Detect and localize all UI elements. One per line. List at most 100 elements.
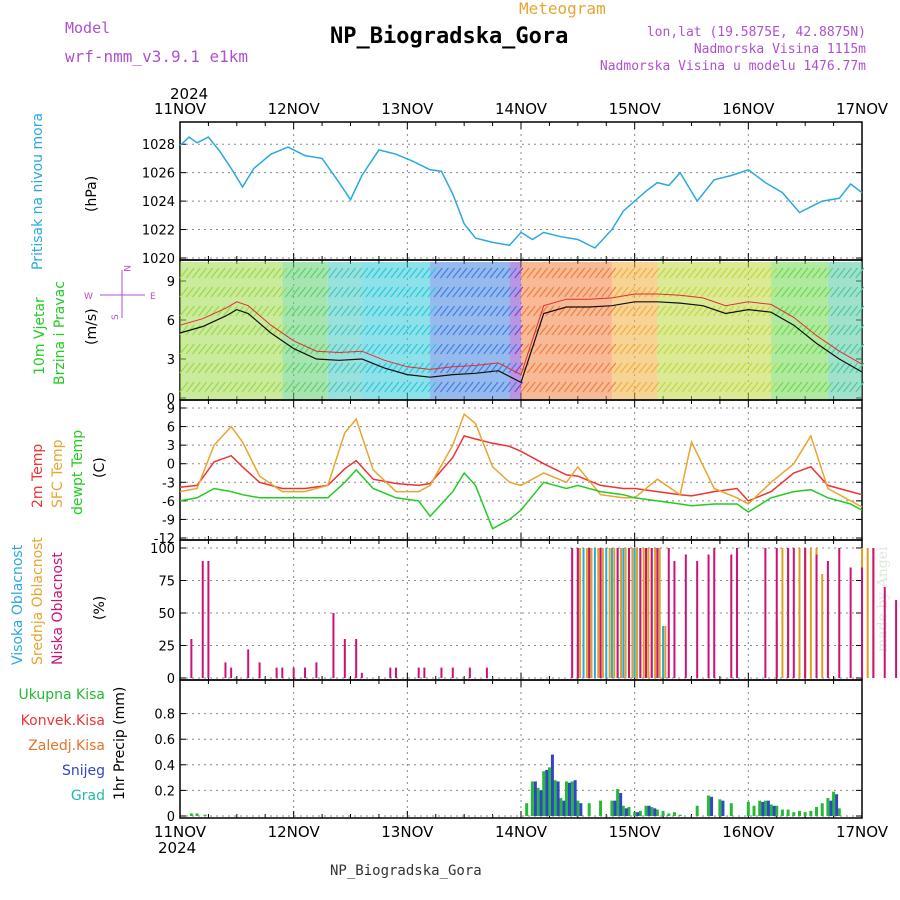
- precip-total-bar: [610, 800, 614, 816]
- precip-total-bar: [587, 803, 591, 816]
- wind-barb: [390, 286, 400, 298]
- cloud-high-bar: [622, 548, 625, 678]
- wind-barb: [229, 343, 239, 355]
- y-tick-label: 50: [158, 607, 175, 622]
- wind-barb: [477, 267, 487, 279]
- wind-barb: [191, 324, 201, 336]
- wind-barb: [849, 267, 859, 279]
- wind-barb: [780, 362, 790, 374]
- wind-barb: [811, 286, 821, 298]
- wind-barb: [322, 343, 332, 355]
- cloud-high-bar: [605, 548, 608, 678]
- wind-barb: [377, 305, 387, 317]
- wind-barb: [532, 305, 542, 317]
- precip-total-bar: [809, 810, 813, 816]
- wind-barb: [427, 381, 437, 393]
- y-tick-label: 1026: [142, 167, 175, 182]
- cloud-low-bar: [468, 667, 471, 678]
- wind-barb: [446, 324, 456, 336]
- precip-total-bar: [678, 814, 682, 816]
- wind-barb: [805, 267, 815, 279]
- wind-barb: [613, 381, 623, 393]
- wind-barb: [464, 343, 474, 355]
- y-tick-label: 0.8: [154, 708, 175, 723]
- wind-barb: [675, 267, 685, 279]
- wind-barb: [632, 362, 642, 374]
- cloud-low-bar: [355, 639, 358, 678]
- wind-title-2: Brzina i Pravac: [52, 281, 68, 385]
- wind-barb: [427, 286, 437, 298]
- dir-w-label: W: [84, 292, 93, 302]
- dir-s-label: S: [111, 314, 121, 320]
- cloud-mid-bar: [620, 548, 623, 678]
- wind-barb: [384, 324, 394, 336]
- wind-barb: [675, 362, 685, 374]
- wind-barb: [198, 286, 208, 298]
- wind-barb: [687, 305, 697, 317]
- wind-band-0: [180, 262, 283, 399]
- cloud-low-bar: [645, 548, 648, 678]
- cloud-mid-bar: [658, 548, 661, 678]
- wind-barb: [768, 267, 778, 279]
- wind-barb: [582, 305, 592, 317]
- y-tick-label: 9: [167, 402, 175, 417]
- wind-barb: [377, 343, 387, 355]
- wind-barb: [681, 305, 691, 317]
- wind-barb: [712, 324, 722, 336]
- wind-barb: [260, 324, 270, 336]
- wind-barb: [278, 343, 288, 355]
- wind-barb: [607, 343, 617, 355]
- wind-barb: [452, 362, 462, 374]
- wind-barb: [483, 267, 493, 279]
- wind-barb: [793, 343, 803, 355]
- wind-barb: [712, 381, 722, 393]
- wind-barb: [359, 286, 369, 298]
- wind-barb: [743, 267, 753, 279]
- wind-barb: [384, 381, 394, 393]
- wind-barb: [625, 267, 635, 279]
- wind-barb: [179, 381, 189, 393]
- wind-barb: [694, 381, 704, 393]
- wind-barb: [309, 362, 319, 374]
- wind-barb: [756, 362, 766, 374]
- wind-barb: [539, 362, 549, 374]
- wind-barb: [514, 286, 524, 298]
- wind-barb: [756, 381, 766, 393]
- wind-barb: [501, 381, 511, 393]
- wind-barb: [495, 286, 505, 298]
- precip-total-bar: [570, 781, 574, 816]
- cloud-mid-bar: [585, 548, 588, 678]
- wind-barb: [805, 305, 815, 317]
- meteogram-label: Meteogram: [519, 0, 606, 18]
- panel-frame-0: [179, 121, 863, 261]
- cloud-mid-bar: [601, 548, 604, 678]
- wind-barb: [185, 381, 195, 393]
- cloud-low-bar: [639, 548, 642, 678]
- wind-barb: [483, 362, 493, 374]
- wind-barb: [768, 305, 778, 317]
- wind-barb: [687, 343, 697, 355]
- wind-barb: [470, 362, 480, 374]
- wind-barb: [731, 343, 741, 355]
- wind-barb: [260, 343, 270, 355]
- wind-barb: [526, 324, 536, 336]
- wind-barb: [669, 324, 679, 336]
- wind-barb: [514, 324, 524, 336]
- y-tick-label: 1022: [142, 224, 175, 239]
- wind-barb: [774, 286, 784, 298]
- wind-barb: [576, 343, 586, 355]
- wind-barb: [663, 343, 673, 355]
- chart-title: NP_Biogradska_Gora: [330, 24, 568, 49]
- cloud-mid-bar: [664, 626, 667, 678]
- wind-barb: [532, 286, 542, 298]
- wind-barb: [700, 381, 710, 393]
- wind-barb: [266, 343, 276, 355]
- wind-barb: [644, 286, 654, 298]
- y-tick-label: -9: [162, 513, 175, 528]
- cloud-low-bar: [861, 567, 863, 678]
- wind-barb: [551, 305, 561, 317]
- precip-snow-bar: [573, 780, 577, 816]
- precip-total-bar: [672, 812, 676, 816]
- wind-barb: [656, 305, 666, 317]
- wind-barb: [303, 286, 313, 298]
